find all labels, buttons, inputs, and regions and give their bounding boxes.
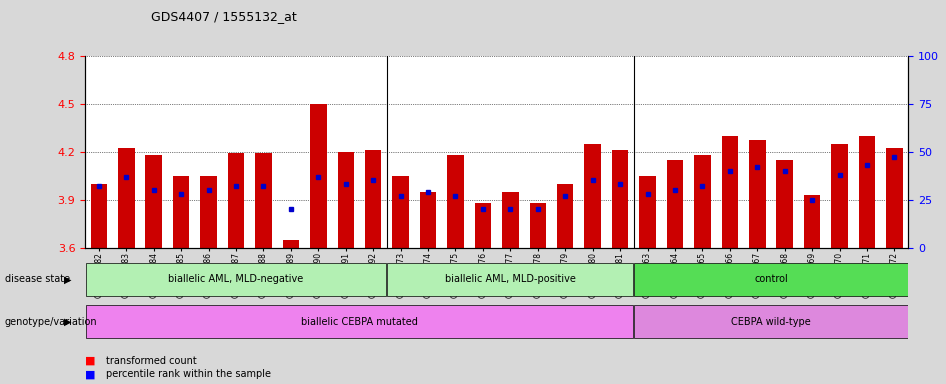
Text: ▶: ▶	[64, 274, 72, 285]
FancyBboxPatch shape	[86, 263, 386, 296]
Bar	[310, 104, 326, 248]
Text: CEBPA wild-type: CEBPA wild-type	[731, 316, 811, 327]
Text: GDS4407 / 1555132_at: GDS4407 / 1555132_at	[151, 10, 297, 23]
Bar	[201, 176, 217, 248]
Bar	[338, 152, 354, 248]
Bar	[447, 155, 464, 248]
Bar	[283, 240, 299, 248]
Bar	[118, 149, 134, 248]
Bar	[777, 160, 793, 248]
Bar	[557, 184, 573, 248]
Text: percentile rank within the sample: percentile rank within the sample	[106, 369, 271, 379]
FancyBboxPatch shape	[86, 305, 633, 338]
Text: ■: ■	[85, 356, 96, 366]
Text: biallelic CEBPA mutated: biallelic CEBPA mutated	[301, 316, 418, 327]
FancyBboxPatch shape	[635, 263, 907, 296]
Bar	[694, 155, 710, 248]
Bar	[832, 144, 848, 248]
Bar	[420, 192, 436, 248]
Bar	[173, 176, 189, 248]
Bar	[804, 195, 820, 248]
Bar	[146, 155, 162, 248]
Bar	[393, 176, 409, 248]
Bar	[255, 153, 272, 248]
Text: transformed count: transformed count	[106, 356, 197, 366]
Bar	[886, 149, 902, 248]
FancyBboxPatch shape	[635, 305, 907, 338]
Bar	[667, 160, 683, 248]
Bar	[502, 192, 518, 248]
Bar	[585, 144, 601, 248]
Bar	[722, 136, 738, 248]
Bar	[530, 203, 546, 248]
Text: ■: ■	[85, 369, 96, 379]
Text: genotype/variation: genotype/variation	[5, 316, 97, 327]
FancyBboxPatch shape	[388, 263, 633, 296]
Bar	[612, 150, 628, 248]
Bar	[475, 203, 491, 248]
Bar	[859, 136, 875, 248]
Text: biallelic AML, MLD-negative: biallelic AML, MLD-negative	[168, 274, 304, 285]
Bar	[639, 176, 656, 248]
Text: control: control	[754, 274, 788, 285]
Bar	[228, 153, 244, 248]
Bar	[91, 184, 107, 248]
Text: biallelic AML, MLD-positive: biallelic AML, MLD-positive	[445, 274, 576, 285]
Text: disease state: disease state	[5, 274, 70, 285]
Text: ▶: ▶	[64, 316, 72, 327]
Bar	[365, 150, 381, 248]
Bar	[749, 141, 765, 248]
